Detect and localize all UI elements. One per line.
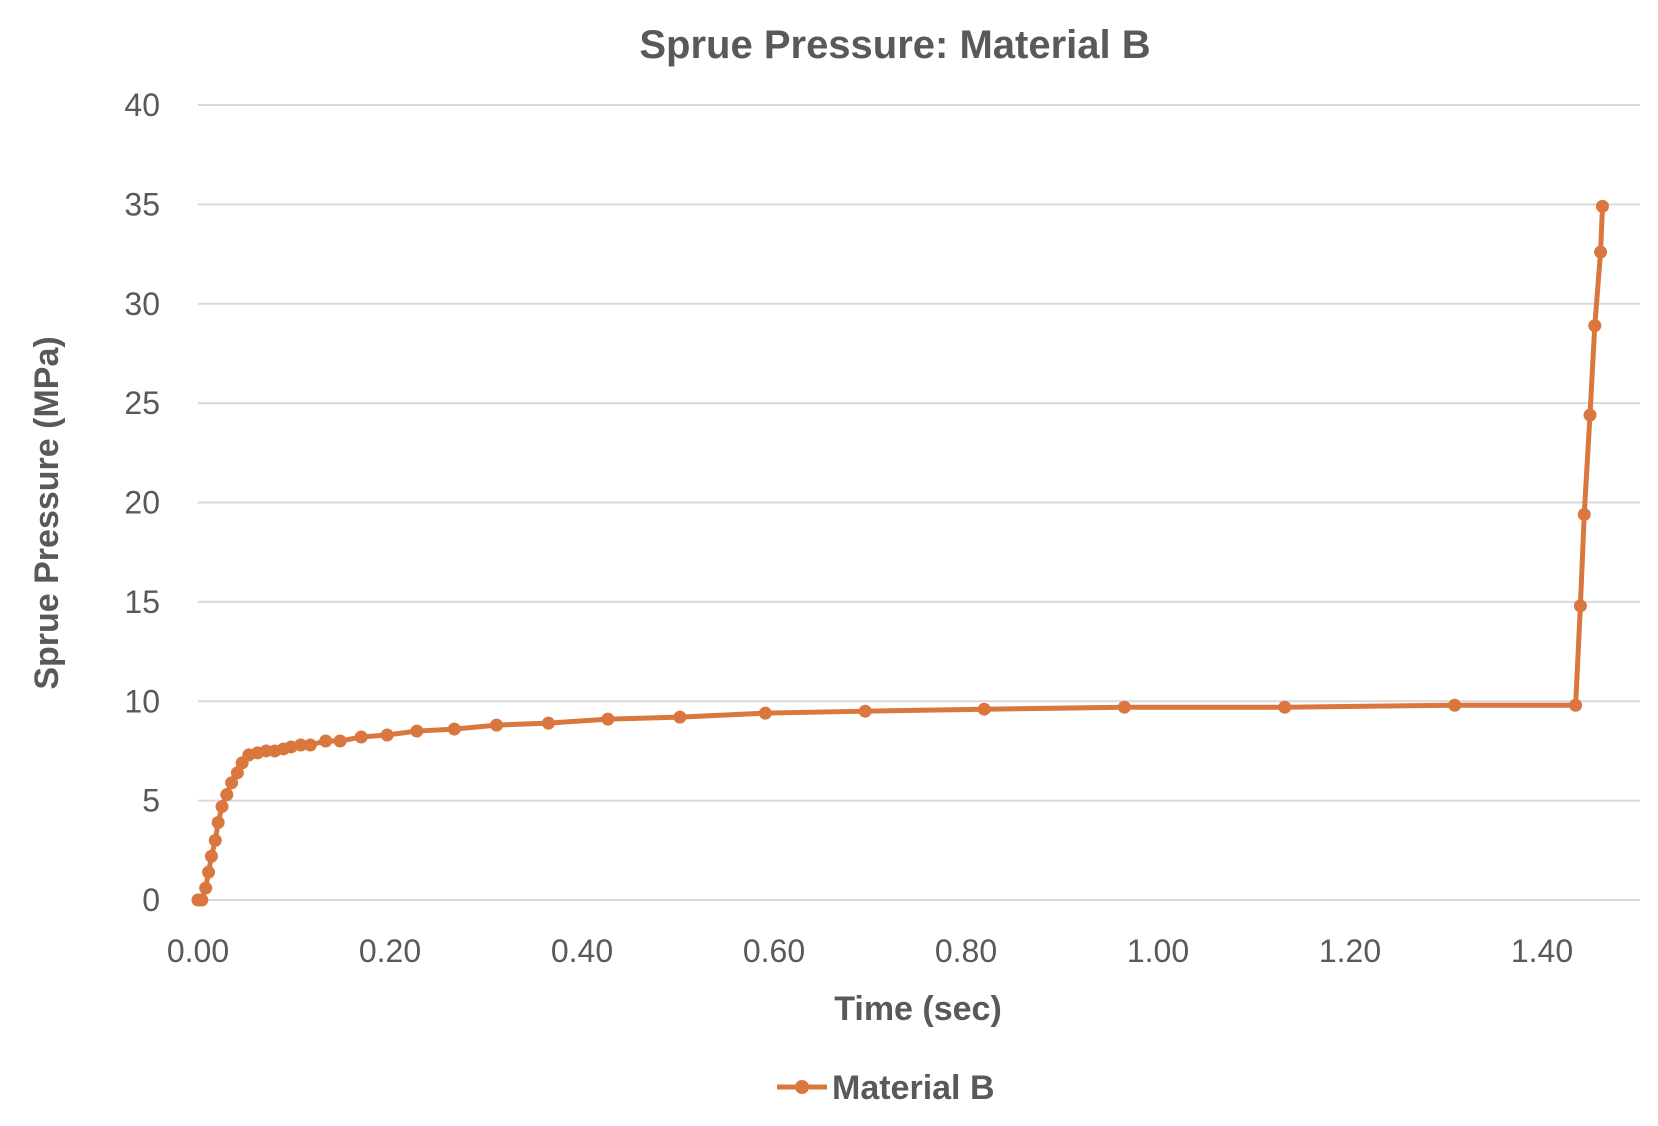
data-point: [490, 718, 504, 732]
series-material-b: [191, 199, 1609, 907]
data-point: [211, 815, 225, 829]
data-point: [1448, 698, 1462, 712]
x-axis-ticks: 0.00 0.20 0.40 0.60 0.80 1.00 1.20 1.40: [167, 933, 1573, 969]
legend-marker: [795, 1080, 809, 1094]
x-tick-label: 1.00: [1127, 933, 1189, 969]
y-tick-label: 30: [124, 286, 160, 322]
y-tick-label: 40: [124, 87, 160, 123]
data-point: [195, 893, 209, 907]
y-axis-ticks: 0 5 10 15 20 25 30 35 40: [124, 87, 160, 918]
data-point: [541, 716, 555, 730]
legend: Material B: [777, 1069, 995, 1107]
y-tick-label: 5: [142, 783, 160, 819]
y-tick-label: 0: [142, 882, 160, 918]
data-point: [673, 710, 687, 724]
x-tick-label: 0.20: [359, 933, 421, 969]
y-tick-label: 10: [124, 683, 160, 719]
series-line: [198, 206, 1605, 903]
data-point: [758, 706, 772, 720]
data-point: [601, 712, 615, 726]
data-point: [225, 776, 239, 790]
data-point: [1569, 698, 1583, 712]
x-tick-label: 1.20: [1319, 933, 1381, 969]
data-point: [1594, 245, 1608, 259]
data-point: [1595, 199, 1609, 213]
data-point: [410, 724, 424, 738]
data-point: [380, 728, 394, 742]
data-point: [215, 800, 229, 814]
data-point: [1278, 700, 1292, 714]
x-tick-label: 0.00: [167, 933, 229, 969]
x-tick-label: 0.40: [551, 933, 613, 969]
data-point: [1583, 408, 1597, 422]
data-point: [208, 833, 222, 847]
data-point: [354, 730, 368, 744]
data-point: [333, 734, 347, 748]
data-point: [1573, 599, 1587, 613]
data-point: [294, 738, 308, 752]
chart-title: Sprue Pressure: Material B: [639, 23, 1150, 67]
x-tick-label: 1.40: [1511, 933, 1573, 969]
data-point: [858, 704, 872, 718]
data-point: [202, 865, 216, 879]
data-point: [1588, 319, 1602, 333]
legend-label: Material B: [832, 1069, 995, 1107]
y-axis-label: Sprue Pressure (MPa): [28, 336, 66, 689]
y-tick-label: 15: [124, 584, 160, 620]
data-point: [447, 722, 461, 736]
data-point: [1577, 507, 1591, 521]
data-point: [204, 849, 218, 863]
data-point: [977, 702, 991, 716]
y-tick-label: 20: [124, 485, 160, 521]
data-point: [303, 738, 317, 752]
y-tick-label: 35: [124, 186, 160, 222]
data-point: [1117, 700, 1131, 714]
x-axis-label: Time (sec): [834, 990, 1002, 1028]
x-tick-label: 0.80: [935, 933, 997, 969]
data-point: [199, 881, 213, 895]
data-point: [319, 734, 333, 748]
data-point: [220, 788, 234, 802]
y-tick-label: 25: [124, 385, 160, 421]
data-point: [230, 766, 244, 780]
gridlines: [198, 104, 1640, 901]
x-tick-label: 0.60: [743, 933, 805, 969]
